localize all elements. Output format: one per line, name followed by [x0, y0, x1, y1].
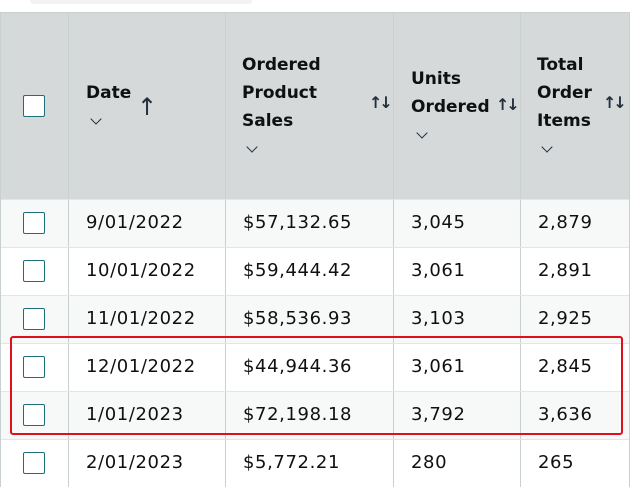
select-all-checkbox[interactable]: [23, 95, 45, 117]
items-column-label-line2: Order: [537, 83, 592, 103]
table-row[interactable]: 1/01/2023 $72,198.18 3,792 3,636: [1, 391, 629, 439]
sales-value: $58,536.93: [243, 308, 353, 329]
units-cell: 3,792: [394, 392, 521, 439]
date-cell: 9/01/2022: [69, 200, 226, 247]
chevron-down-icon[interactable]: [416, 127, 428, 139]
items-cell: 3,636: [521, 392, 628, 439]
arrow-up-icon[interactable]: ↑: [137, 93, 158, 121]
date-column-label: Date: [86, 83, 132, 103]
sales-cell: $44,944.36: [226, 344, 394, 391]
items-column-label-line1: Total: [537, 55, 584, 75]
data-table: Date ↑ Ordered Product Sales ↑↓ Units Or…: [0, 12, 630, 487]
row-checkbox[interactable]: [23, 212, 45, 234]
top-bar: [0, 0, 640, 12]
sort-icon[interactable]: ↑↓: [603, 93, 627, 112]
date-cell: 12/01/2022: [69, 344, 226, 391]
date-cell: 2/01/2023: [69, 440, 226, 487]
table-row[interactable]: 9/01/2022 $57,132.65 3,045 2,879: [1, 199, 629, 247]
date-value: 12/01/2022: [86, 356, 196, 377]
sales-column-label-line3: Sales: [242, 111, 294, 131]
sales-value: $59,444.42: [243, 260, 353, 281]
header-units-ordered[interactable]: Units Ordered ↑↓: [394, 13, 521, 199]
date-value: 9/01/2022: [86, 212, 184, 233]
date-value: 11/01/2022: [86, 308, 196, 329]
items-cell: 2,879: [521, 200, 628, 247]
row-select-cell: [1, 296, 69, 343]
date-value: 10/01/2022: [86, 260, 196, 281]
sales-value: $44,944.36: [243, 356, 353, 377]
units-value: 3,792: [411, 404, 466, 425]
items-cell: 2,845: [521, 344, 628, 391]
row-checkbox[interactable]: [23, 452, 45, 474]
row-select-cell: [1, 200, 69, 247]
items-value: 2,891: [538, 260, 593, 281]
units-cell: 3,045: [394, 200, 521, 247]
items-value: 2,925: [538, 308, 593, 329]
header-select-cell: [1, 13, 69, 199]
sales-column-label-line1: Ordered: [242, 55, 321, 75]
table-row[interactable]: 10/01/2022 $59,444.42 3,061 2,891: [1, 247, 629, 295]
date-cell: 10/01/2022: [69, 248, 226, 295]
units-value: 280: [411, 452, 448, 473]
units-column-label-line2: Ordered: [411, 97, 490, 117]
table-row[interactable]: 2/01/2023 $5,772.21 280 265: [1, 439, 629, 487]
sales-value: $5,772.21: [243, 452, 341, 473]
date-cell: 1/01/2023: [69, 392, 226, 439]
date-value: 1/01/2023: [86, 404, 184, 425]
units-cell: 3,103: [394, 296, 521, 343]
toolbar-edge: [30, 0, 252, 4]
row-checkbox[interactable]: [23, 260, 45, 282]
items-value: 2,879: [538, 212, 593, 233]
units-cell: 3,061: [394, 344, 521, 391]
items-cell: 265: [521, 440, 628, 487]
items-cell: 2,891: [521, 248, 628, 295]
row-select-cell: [1, 248, 69, 295]
items-value: 3,636: [538, 404, 593, 425]
sales-value: $72,198.18: [243, 404, 353, 425]
items-column-label-line3: Items: [537, 111, 591, 131]
sales-cell: $59,444.42: [226, 248, 394, 295]
sort-icon[interactable]: ↑↓: [369, 93, 393, 112]
sales-cell: $57,132.65: [226, 200, 394, 247]
chevron-down-icon[interactable]: [246, 141, 258, 153]
row-select-cell: [1, 392, 69, 439]
sort-icon[interactable]: ↑↓: [496, 95, 520, 114]
items-value: 265: [538, 452, 575, 473]
items-value: 2,845: [538, 356, 593, 377]
header-ordered-product-sales[interactable]: Ordered Product Sales ↑↓: [226, 13, 394, 199]
units-cell: 280: [394, 440, 521, 487]
header-date[interactable]: Date ↑: [69, 13, 226, 199]
units-value: 3,045: [411, 212, 466, 233]
units-column-label-line1: Units: [411, 69, 461, 89]
chevron-down-icon[interactable]: [541, 141, 553, 153]
sales-cell: $5,772.21: [226, 440, 394, 487]
row-checkbox[interactable]: [23, 356, 45, 378]
row-select-cell: [1, 440, 69, 487]
row-select-cell: [1, 344, 69, 391]
units-value: 3,103: [411, 308, 466, 329]
sales-value: $57,132.65: [243, 212, 353, 233]
row-checkbox[interactable]: [23, 404, 45, 426]
sales-cell: $58,536.93: [226, 296, 394, 343]
units-value: 3,061: [411, 356, 466, 377]
table-row[interactable]: 12/01/2022 $44,944.36 3,061 2,845: [1, 343, 629, 391]
row-checkbox[interactable]: [23, 308, 45, 330]
items-cell: 2,925: [521, 296, 628, 343]
sales-cell: $72,198.18: [226, 392, 394, 439]
header-total-order-items[interactable]: Total Order Items ↑↓: [521, 13, 628, 199]
table-header-row: Date ↑ Ordered Product Sales ↑↓ Units Or…: [1, 13, 629, 199]
table-row[interactable]: 11/01/2022 $58,536.93 3,103 2,925: [1, 295, 629, 343]
units-value: 3,061: [411, 260, 466, 281]
date-value: 2/01/2023: [86, 452, 184, 473]
sales-column-label-line2: Product: [242, 83, 317, 103]
date-cell: 11/01/2022: [69, 296, 226, 343]
units-cell: 3,061: [394, 248, 521, 295]
chevron-down-icon[interactable]: [90, 113, 102, 125]
